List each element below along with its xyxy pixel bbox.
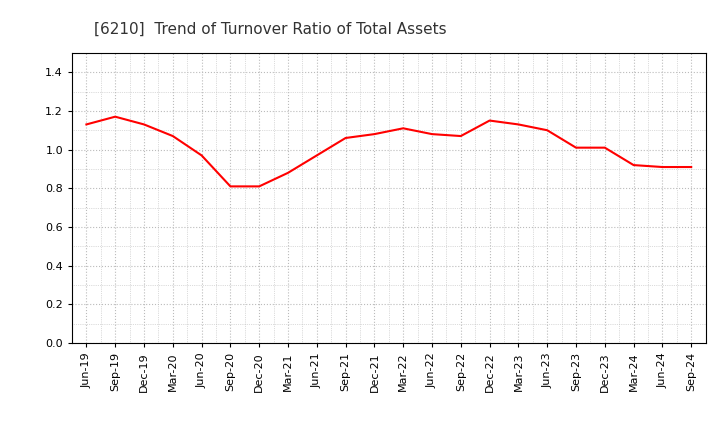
Text: [6210]  Trend of Turnover Ratio of Total Assets: [6210] Trend of Turnover Ratio of Total …: [94, 22, 446, 37]
